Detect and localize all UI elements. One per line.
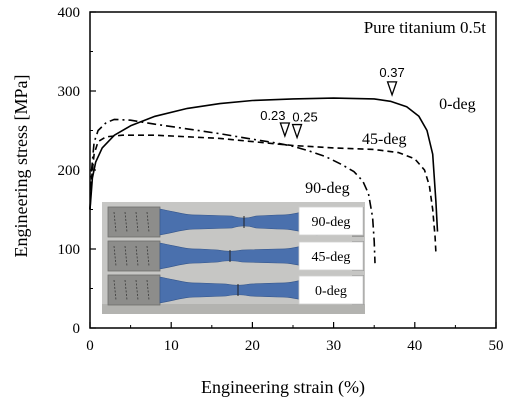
annotation-label: 0.37 [379, 65, 404, 80]
chart-title: Pure titanium 0.5t [364, 18, 487, 37]
series-line-0-deg [89, 97, 439, 232]
series-line-90-deg [89, 118, 376, 264]
inset-label: 0-deg [315, 284, 347, 299]
photo-shadow [102, 304, 365, 314]
y-axis-title: Engineering stress [MPa] [11, 75, 31, 258]
series-layer [89, 81, 439, 264]
y-tick-label: 0 [73, 321, 81, 337]
series-line-45-deg [89, 134, 437, 253]
inset-label-box [298, 241, 364, 271]
x-tick-label: 30 [326, 338, 341, 354]
y-tick-label: 300 [58, 84, 81, 100]
inset-label-box [298, 206, 364, 236]
annotation-marker [279, 122, 291, 138]
x-tick-label: 0 [86, 338, 94, 354]
x-axis-title: Engineering strain (%) [201, 377, 365, 398]
x-tick-label: 50 [489, 338, 504, 354]
y-tick-label: 200 [58, 163, 81, 179]
inset-label: 45-deg [312, 250, 351, 265]
axis-ticks [89, 11, 497, 329]
y-tick-label: 400 [58, 5, 81, 21]
specimen-grip-left [107, 240, 161, 272]
annotation-marker [291, 123, 303, 140]
y-tick-label: 100 [58, 242, 81, 258]
annotation-marker [386, 81, 398, 97]
specimen-grip-left [107, 274, 161, 306]
series-label-0-deg: 0-deg [439, 96, 475, 113]
specimen-grip-left [107, 206, 161, 238]
annotation-label: 0.25 [292, 110, 317, 125]
annotation-label: 0.23 [260, 108, 285, 123]
text-layer: 0 10 20 30 40 50 0 100 200 300 400 0-deg 45-deg 90-de… [11, 5, 504, 398]
x-tick-label: 40 [407, 338, 422, 354]
series-label-90-deg: 90-deg [305, 180, 349, 197]
inset-label-box [298, 275, 364, 305]
x-tick-label: 10 [164, 338, 179, 354]
series-label-45-deg: 45-deg [362, 131, 406, 148]
specimen-photo [102, 202, 365, 314]
inset-label: 90-deg [312, 215, 351, 230]
x-tick-label: 20 [245, 338, 260, 354]
